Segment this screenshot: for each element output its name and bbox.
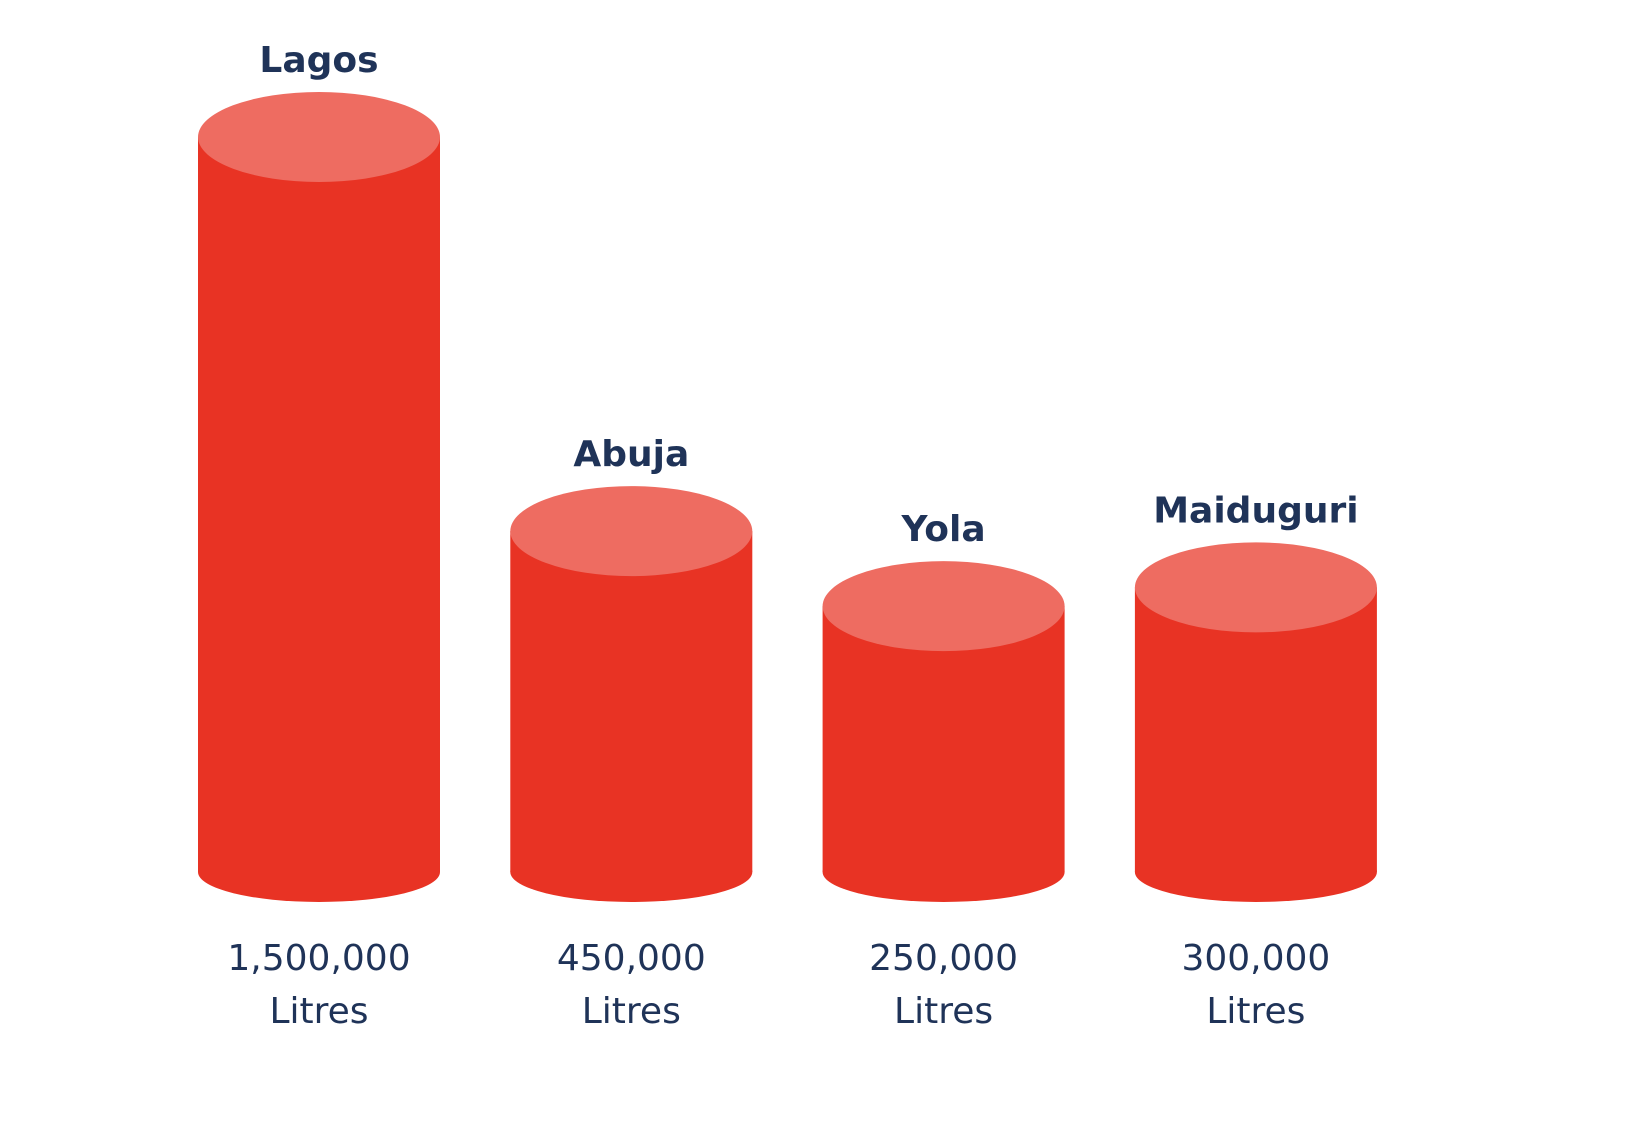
category-label: Abuja — [573, 434, 689, 475]
cylinder-body — [198, 137, 440, 872]
cylinder-top — [198, 92, 440, 182]
value-label: 250,000 Litres — [869, 938, 1019, 1032]
category-label: Maiduguri — [1153, 490, 1358, 531]
cylinder-top — [1134, 542, 1377, 633]
value-label: 300,000 Litres — [1181, 938, 1331, 1032]
cylinder-top — [822, 561, 1065, 652]
cylinder-body — [510, 531, 753, 872]
value-label: 450,000 Litres — [556, 938, 706, 1032]
cylinder-body — [1134, 587, 1377, 872]
category-label: Lagos — [259, 40, 378, 81]
cylinder-top — [510, 486, 753, 577]
category-label: Yola — [901, 509, 986, 550]
value-label: 1,500,000 Litres — [227, 938, 411, 1032]
